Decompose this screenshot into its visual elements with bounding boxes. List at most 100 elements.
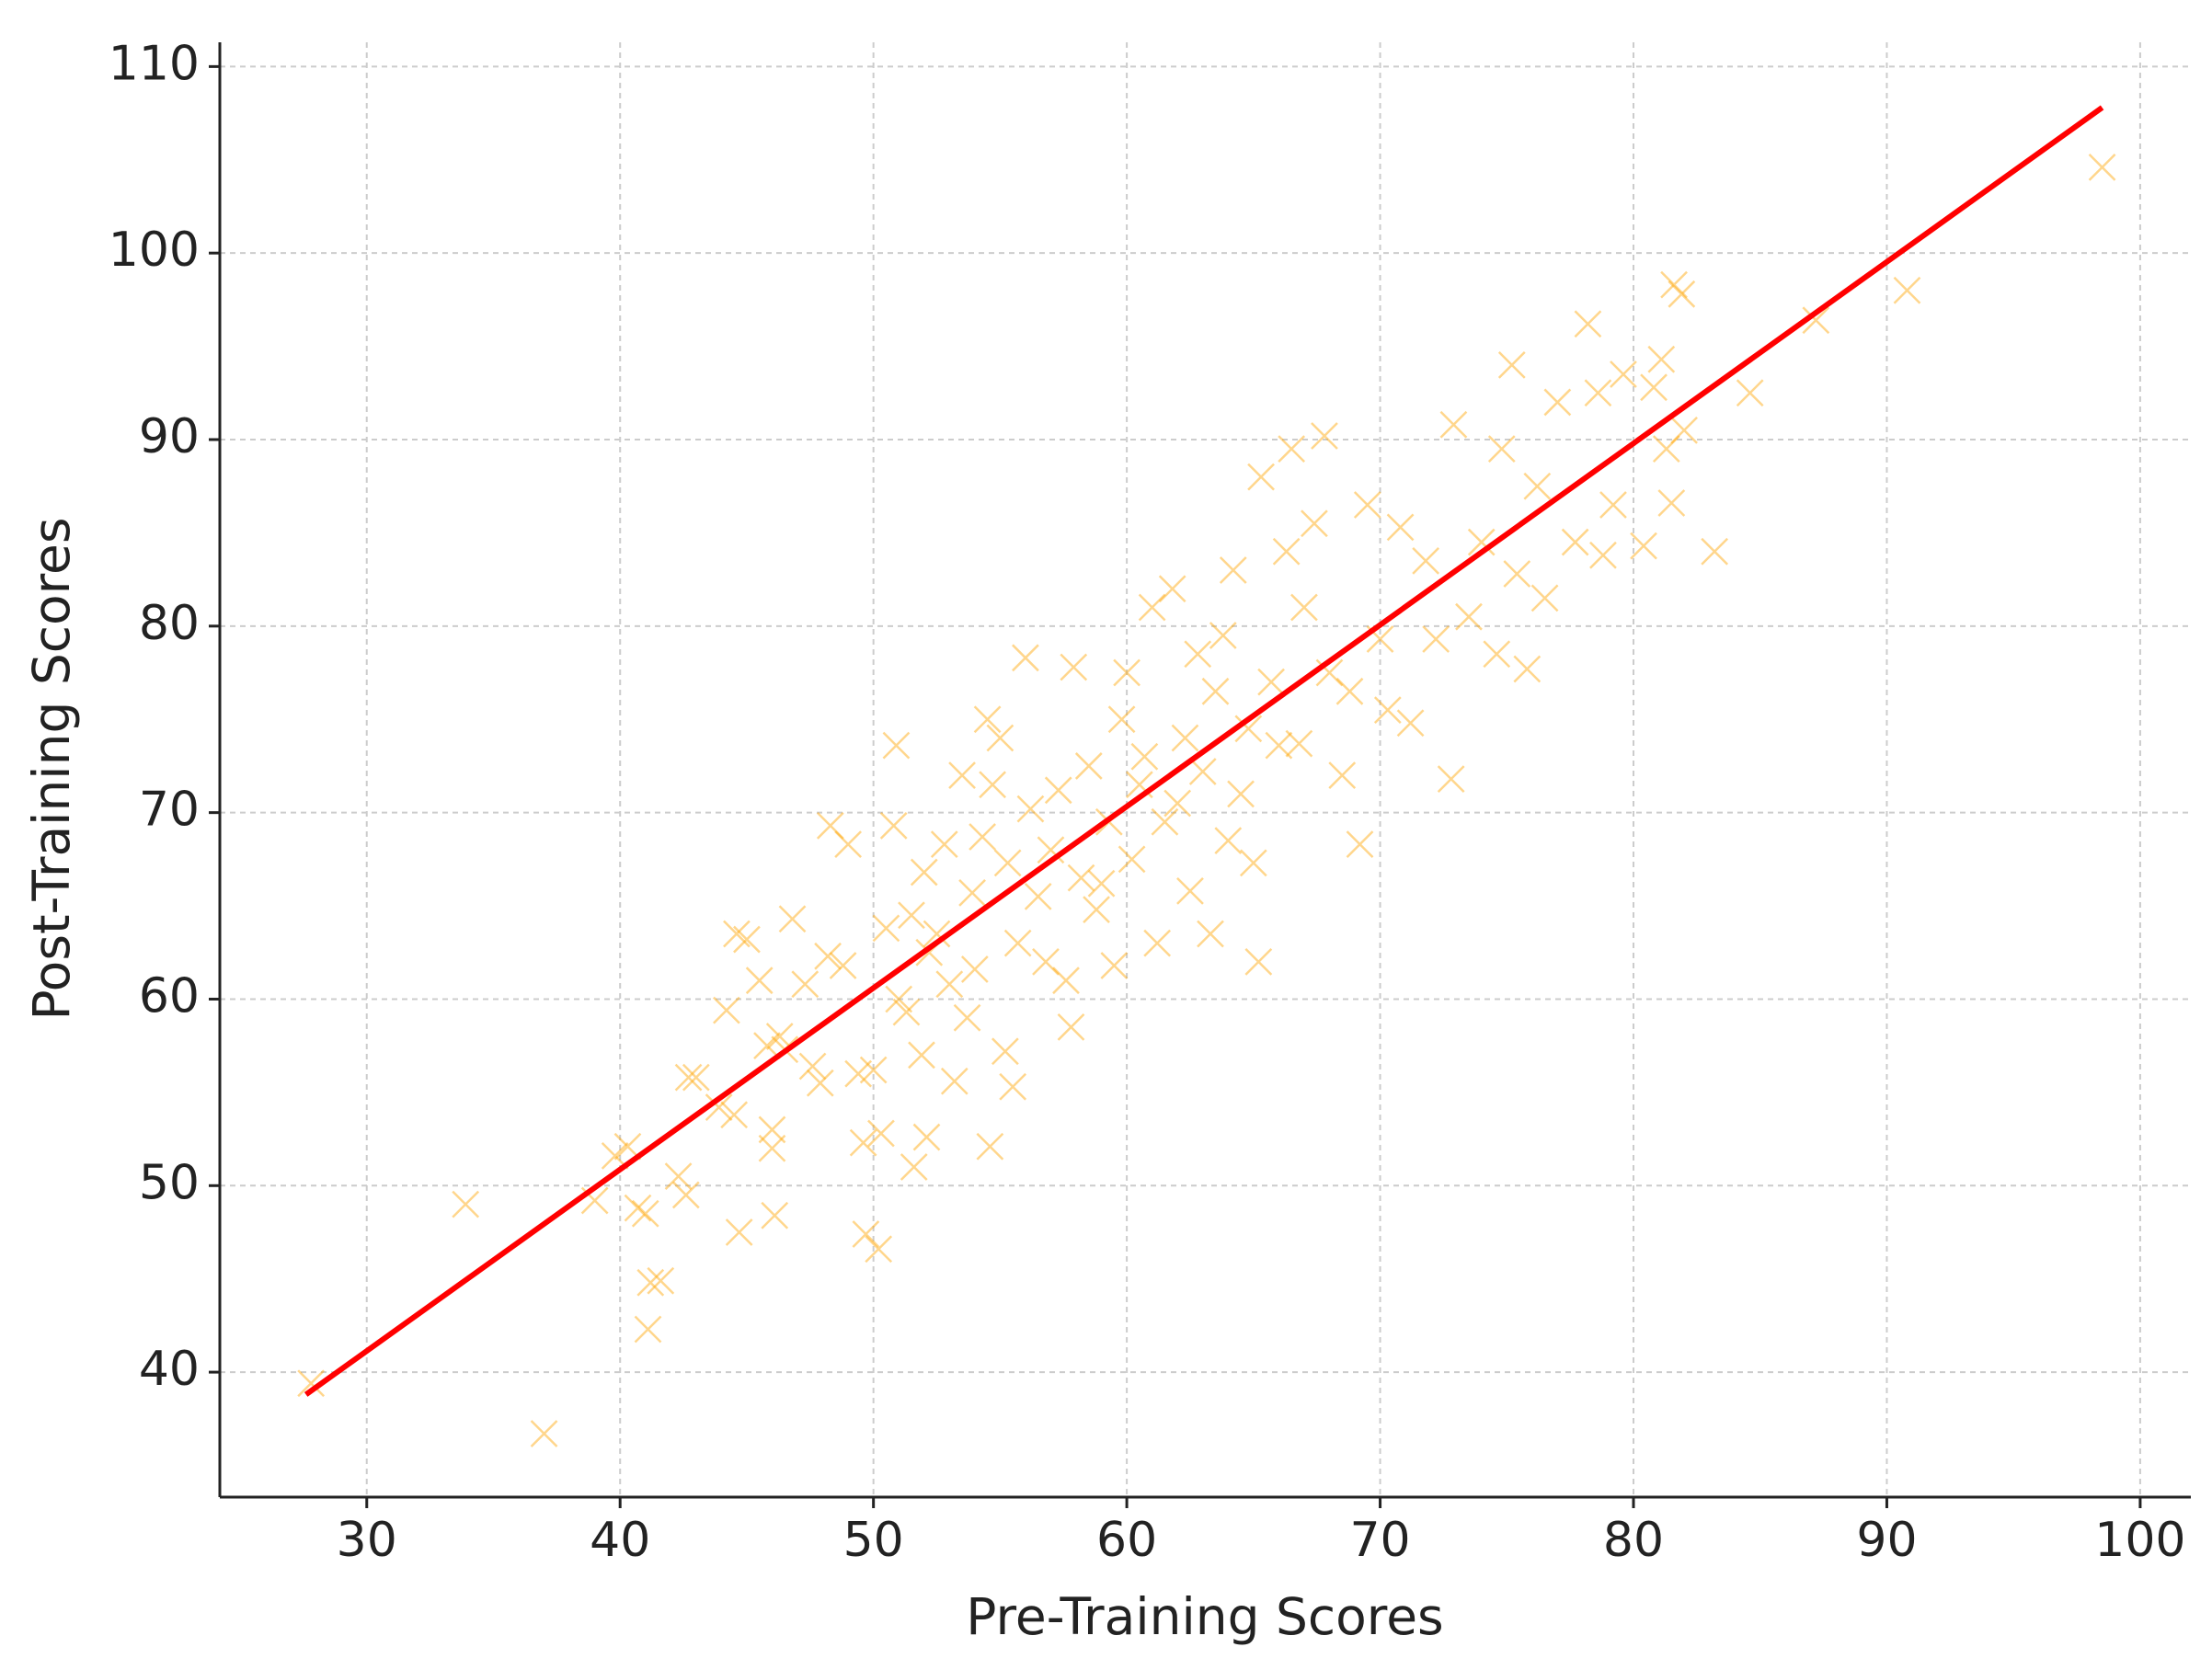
scatter-point xyxy=(1487,435,1516,463)
scatter-point xyxy=(634,1315,662,1344)
scatter-point xyxy=(1589,541,1617,569)
scatter-point xyxy=(1584,379,1612,407)
scatter-point xyxy=(1652,435,1680,463)
scatter-point xyxy=(1057,1013,1085,1041)
scatter-point xyxy=(1197,920,1224,948)
scatter-point xyxy=(976,1132,1004,1161)
y-tick-label: 100 xyxy=(109,223,200,278)
scatter-point xyxy=(1265,731,1293,760)
scatter-point xyxy=(765,1023,794,1050)
scatter-point xyxy=(1138,593,1166,622)
scatter-point xyxy=(1530,584,1559,612)
scatter-point xyxy=(1201,677,1230,705)
scatter-point xyxy=(1513,655,1542,683)
scatter-point xyxy=(958,878,986,907)
scatter-point xyxy=(1239,849,1267,877)
scatter-point xyxy=(1467,528,1496,556)
x-tick-label: 60 xyxy=(1096,1513,1157,1568)
y-tick-label: 40 xyxy=(139,1342,200,1397)
scatter-point xyxy=(1647,345,1676,373)
scatter-point xyxy=(1209,622,1237,649)
x-tick-label: 80 xyxy=(1603,1513,1664,1568)
scatter-point xyxy=(1412,546,1440,575)
scatter-point xyxy=(1301,509,1328,538)
scatter-point xyxy=(1087,869,1116,898)
scatter-point xyxy=(1483,640,1511,669)
x-tick-label: 30 xyxy=(337,1513,397,1568)
scatter-point xyxy=(791,970,819,999)
scatter-point xyxy=(910,858,938,886)
scatter-point xyxy=(1574,310,1602,338)
scatter-point xyxy=(1893,276,1921,304)
y-tick-label: 70 xyxy=(139,783,200,838)
scatter-point xyxy=(1060,653,1088,681)
scatter-point xyxy=(948,761,976,789)
y-tick-label: 60 xyxy=(139,968,200,1024)
scatter-point xyxy=(798,1052,827,1081)
scatter-point xyxy=(829,952,857,979)
scatter-point xyxy=(758,1115,786,1144)
scatter-point xyxy=(1158,575,1186,603)
scatter-point xyxy=(1670,416,1698,444)
scatter-point xyxy=(631,1199,659,1228)
scatter-point xyxy=(1113,658,1140,687)
scatter-point xyxy=(892,998,921,1026)
scatter-point xyxy=(940,1067,968,1095)
scatter-point xyxy=(1802,306,1830,335)
scatter-point xyxy=(986,724,1014,752)
scatter-point xyxy=(682,1063,710,1092)
scatter-point xyxy=(900,1153,928,1181)
scatter-point xyxy=(1353,491,1381,519)
scatter-point xyxy=(1272,537,1301,566)
scatter-point xyxy=(1052,967,1080,995)
scatter-point xyxy=(674,1063,703,1092)
scatter-point xyxy=(1171,724,1199,752)
scatter-point xyxy=(1151,807,1179,836)
scatter-point xyxy=(930,830,958,859)
scatter-point xyxy=(1328,761,1357,789)
scatter-point xyxy=(1227,780,1255,808)
scatter-point xyxy=(1630,532,1657,560)
scatter-point xyxy=(671,1181,700,1209)
scatter-point xyxy=(647,1266,675,1295)
scatter-point xyxy=(879,811,908,840)
scatter-point xyxy=(1143,929,1172,957)
scatter-point xyxy=(1067,864,1095,892)
scatter-point xyxy=(1290,593,1318,622)
scatter-point xyxy=(1163,789,1192,818)
scatter-point xyxy=(720,1101,749,1129)
scatter-point xyxy=(849,1128,877,1157)
scatter-point xyxy=(713,996,740,1024)
x-tick-label: 50 xyxy=(843,1513,904,1568)
scatter-point xyxy=(1257,668,1286,696)
scatter-point xyxy=(960,955,989,983)
scatter-point xyxy=(1188,758,1217,785)
y-axis-label: Post-Training Scores xyxy=(22,517,81,1020)
scatter-point xyxy=(1016,795,1045,823)
scatter-point xyxy=(1422,625,1450,653)
scatter-point xyxy=(814,942,842,970)
scatter-point xyxy=(973,705,1002,734)
scatter-point xyxy=(1083,896,1110,924)
scatter-point xyxy=(885,985,913,1013)
scatter-point xyxy=(753,1032,781,1060)
scatter-point xyxy=(1437,765,1465,794)
scatter-point xyxy=(1503,560,1531,588)
scatter-point xyxy=(1543,388,1572,417)
scatter-point xyxy=(844,1059,873,1088)
scatter-point xyxy=(1024,883,1052,910)
scatter-point xyxy=(859,1056,888,1084)
scatter-point xyxy=(908,1041,935,1069)
scatter-point xyxy=(1219,556,1247,584)
scatter-point xyxy=(725,1218,753,1246)
scatter-point xyxy=(867,1119,895,1148)
scatter-point xyxy=(1117,845,1146,874)
scatter-point xyxy=(1311,422,1338,450)
regression-line xyxy=(304,105,2104,1397)
x-axis-label: Pre-Training Scores xyxy=(966,1587,1443,1646)
scatter-point xyxy=(664,1162,693,1191)
scatter-point xyxy=(297,1369,326,1398)
scatter-point xyxy=(1130,742,1159,771)
scatter-point xyxy=(1184,640,1212,669)
scatter-point xyxy=(1247,463,1275,491)
